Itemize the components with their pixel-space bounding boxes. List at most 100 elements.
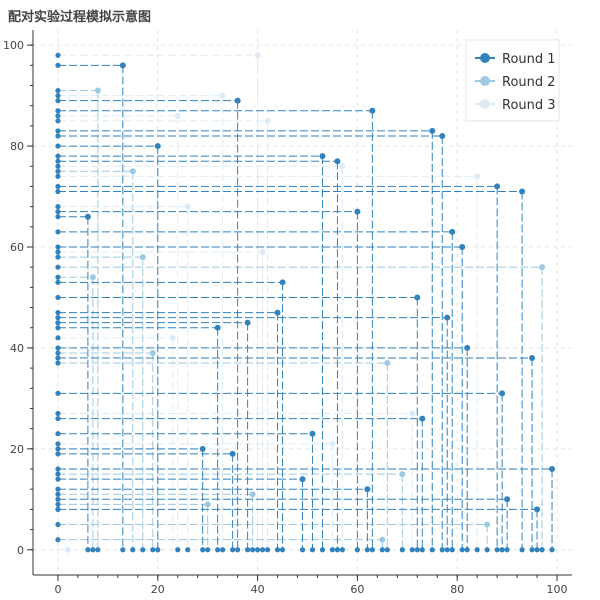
data-point [549, 466, 556, 473]
data-point [64, 546, 71, 553]
y-axis-marker [55, 335, 61, 341]
y-axis-marker [55, 476, 61, 482]
data-point [249, 491, 256, 498]
y-axis-marker [55, 309, 61, 316]
data-point [219, 92, 226, 99]
x-axis-marker [215, 547, 221, 553]
x-axis-marker [90, 547, 96, 553]
x-axis-marker [299, 547, 306, 553]
legend-item[interactable]: Round 1 [475, 52, 556, 67]
legend-label: Round 1 [502, 52, 556, 67]
x-axis-marker [519, 547, 525, 553]
y-axis-marker [55, 496, 61, 502]
legend-label: Round 3 [502, 98, 556, 113]
data-point [139, 254, 146, 261]
x-axis-marker [529, 547, 535, 553]
y-axis-marker [55, 350, 61, 356]
data-point [519, 188, 526, 195]
y-axis-marker [55, 431, 61, 437]
data-point [364, 486, 371, 493]
y-axis-marker [55, 451, 61, 457]
data-point [84, 213, 91, 220]
y-axis-marker [55, 501, 61, 507]
y-axis-marker [55, 98, 61, 104]
x-axis-marker [309, 547, 316, 553]
data-point [484, 521, 491, 528]
data-point [384, 360, 391, 367]
x-axis-marker [419, 547, 425, 553]
legend-item[interactable]: Round 2 [475, 75, 556, 90]
x-axis-marker [354, 547, 360, 553]
y-axis-marker [55, 410, 61, 417]
x-tick-label: 60 [350, 583, 364, 596]
x-axis-marker [459, 547, 465, 553]
pairing-guide-lines [57, 54, 553, 551]
legend-item[interactable]: Round 3 [475, 98, 556, 113]
data-point [279, 279, 286, 286]
data-point [439, 132, 446, 139]
y-axis-marker [55, 168, 61, 174]
y-axis-marker [55, 320, 61, 326]
data-point [459, 243, 466, 250]
x-axis-marker [534, 547, 540, 553]
x-tick-label: 80 [450, 583, 464, 596]
data-point [89, 274, 96, 281]
x-axis-marker [439, 547, 445, 553]
legend[interactable]: Round 1 Round 2 Round 3 [465, 39, 560, 122]
data-point [354, 208, 361, 215]
data-point [154, 143, 161, 150]
data-point [119, 62, 126, 69]
chart-title: 配对实验过程模拟示意图 [8, 10, 152, 25]
y-axis-marker [55, 62, 61, 68]
data-point [299, 476, 306, 483]
data-point [429, 127, 436, 134]
y-axis-marker [55, 118, 61, 124]
data-point [339, 163, 346, 170]
data-point [329, 440, 336, 447]
y-axis-marker [55, 52, 61, 58]
data-point [244, 319, 251, 326]
y-tick-label: 80 [10, 140, 24, 153]
y-axis-marker [55, 325, 61, 331]
data-point [199, 445, 206, 452]
x-axis-marker [379, 547, 385, 553]
y-tick-label: 0 [17, 544, 24, 557]
y-tick-label: 60 [10, 241, 24, 254]
y-axis-marker [55, 133, 61, 139]
x-axis-marker [539, 547, 545, 553]
y-axis-marker [55, 537, 61, 543]
x-axis-marker [414, 547, 420, 553]
x-axis-marker [249, 547, 256, 553]
data-point [529, 355, 536, 362]
data-point [334, 158, 341, 165]
data-point [534, 506, 541, 513]
data-point [174, 112, 181, 119]
x-axis-marker [220, 547, 226, 553]
y-axis-marker [55, 188, 61, 195]
y-axis-marker [55, 486, 61, 492]
data-point [184, 203, 191, 210]
y-axis-marker [55, 108, 61, 114]
x-axis-marker [444, 547, 450, 553]
data-point [204, 501, 211, 508]
x-axis-marker [85, 547, 91, 553]
y-axis-marker [55, 244, 61, 250]
y-axis-marker [55, 204, 61, 210]
data-point [399, 471, 406, 478]
x-axis-marker [334, 547, 341, 553]
y-axis-marker [55, 264, 61, 270]
y-axis-marker [55, 491, 61, 497]
data-point [419, 415, 426, 422]
x-axis-marker [474, 547, 480, 553]
x-axis-marker [369, 547, 375, 553]
x-axis-marker [205, 547, 211, 553]
x-axis-marker [230, 547, 236, 553]
legend-marker-swatch [480, 76, 490, 86]
y-axis-marker [55, 113, 61, 119]
data-point [229, 450, 236, 457]
y-axis-marker [55, 173, 61, 179]
y-axis-marker [55, 274, 61, 280]
y-axis-marker [55, 390, 61, 396]
y-axis-marker [55, 466, 61, 472]
